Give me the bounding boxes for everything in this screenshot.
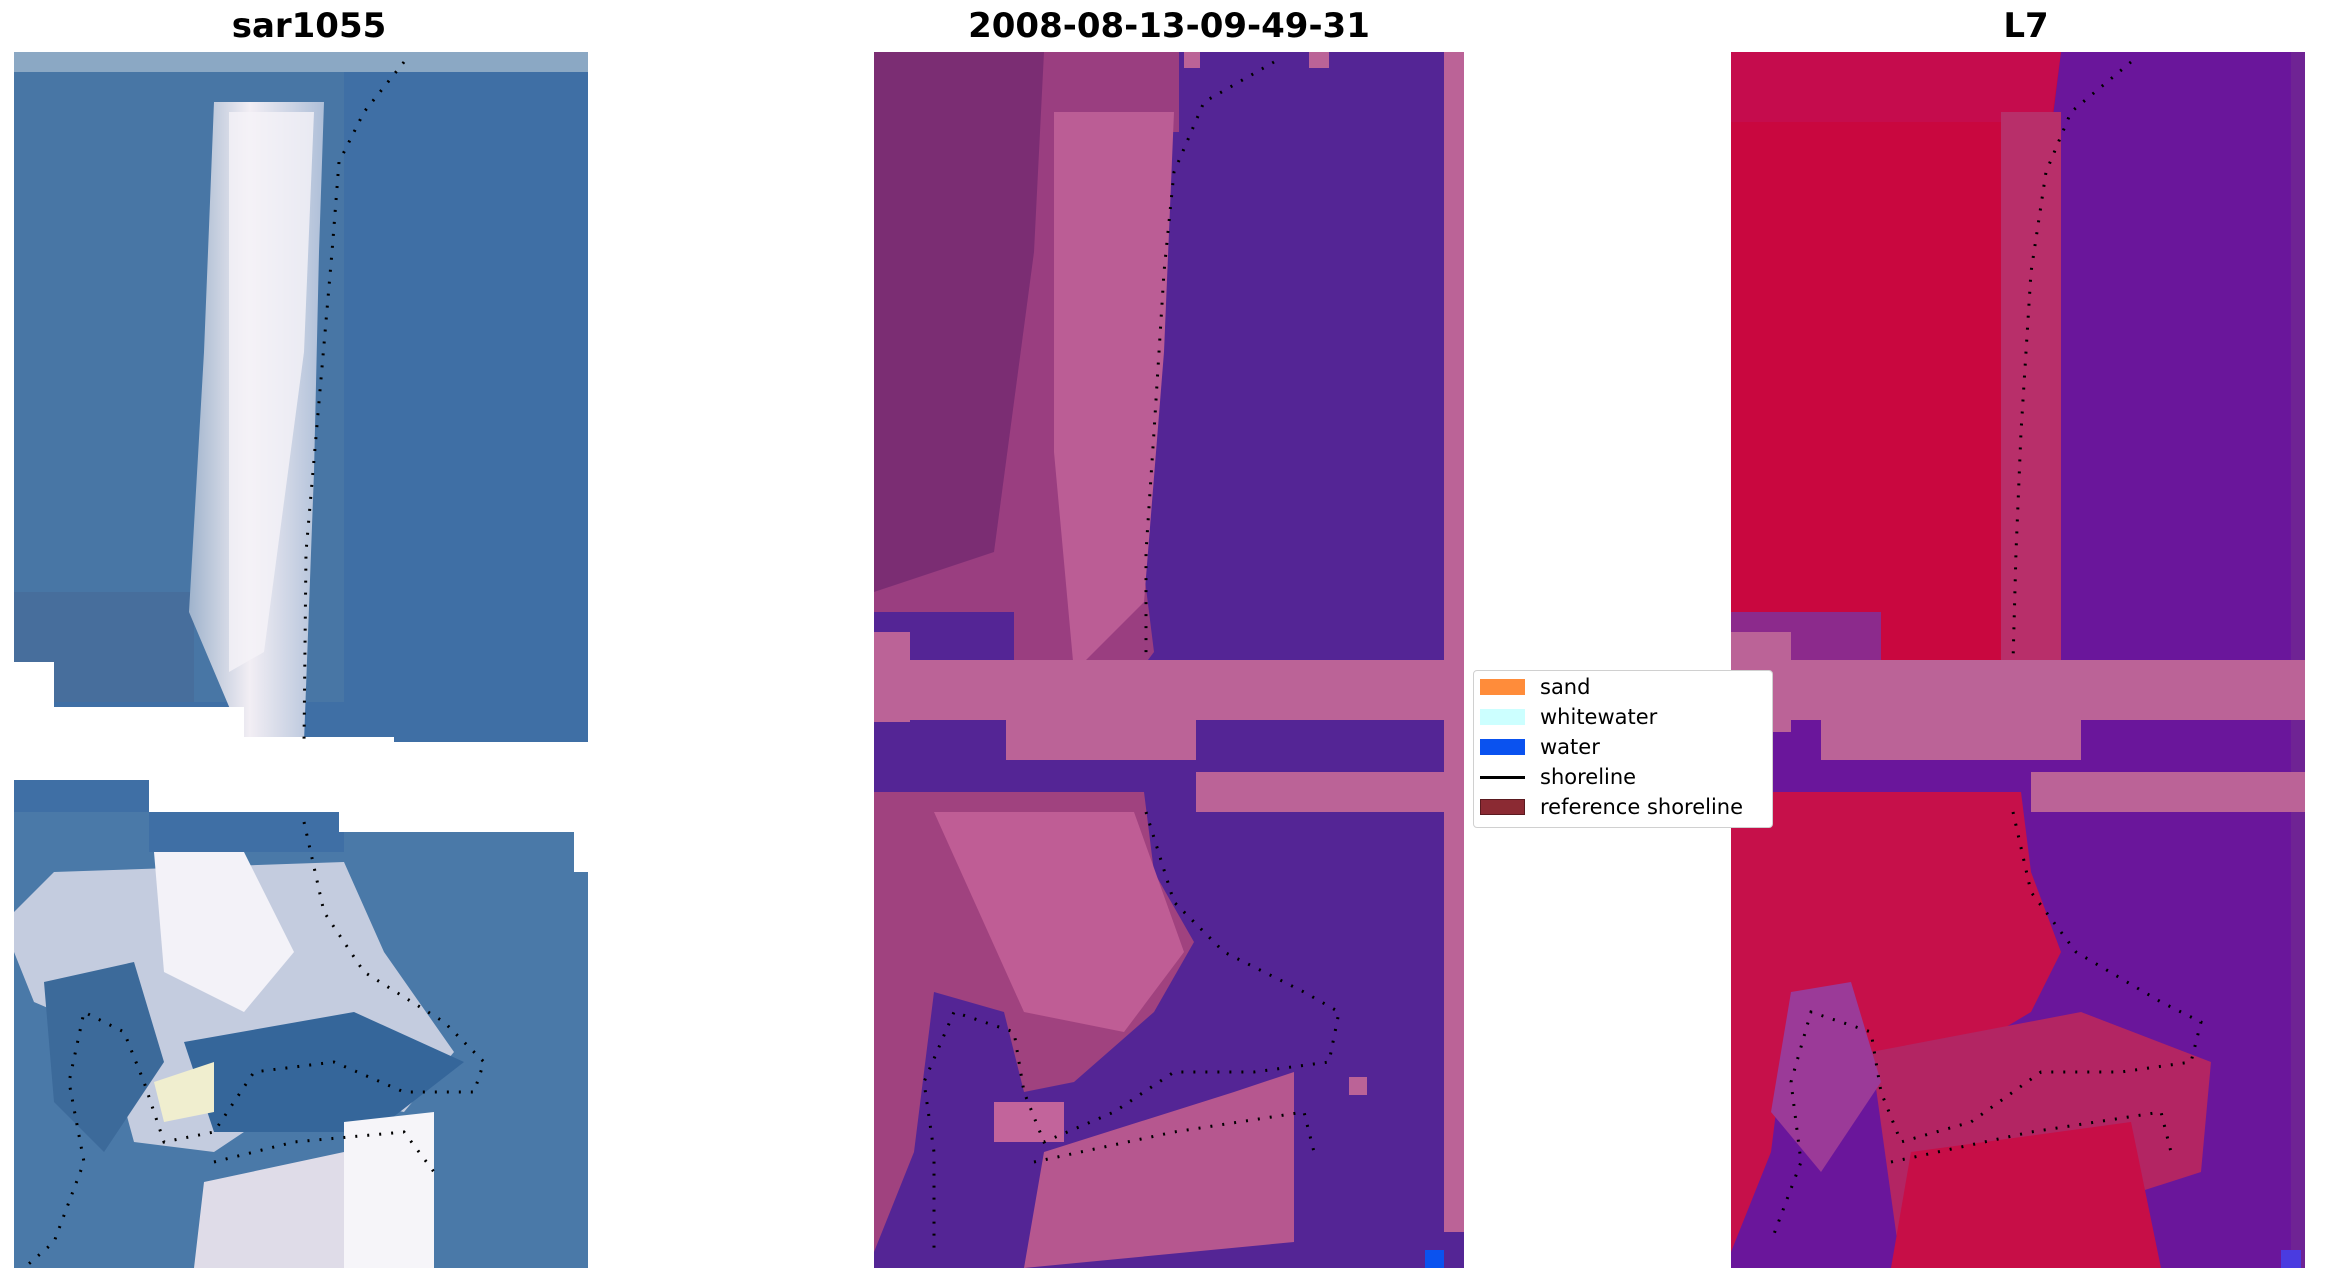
- classification-image: [874, 52, 1464, 1268]
- panel-title-rgb: sar1055: [231, 6, 387, 46]
- index-image: [1731, 52, 2305, 1268]
- legend-label: reference shoreline: [1540, 795, 1744, 819]
- legend-line-shoreline: [1480, 775, 1525, 779]
- legend-swatch-reference-shoreline: [1480, 799, 1525, 815]
- legend-item-shoreline: shoreline: [1480, 765, 1636, 789]
- legend-label: whitewater: [1540, 705, 1658, 729]
- legend-label: water: [1540, 735, 1600, 759]
- legend-swatch-sand: [1480, 679, 1525, 695]
- legend-item-water: water: [1480, 735, 1600, 759]
- legend-item-reference-shoreline: reference shoreline: [1480, 795, 1743, 819]
- rgb-image-panel: [14, 52, 588, 1268]
- rgb-image: [14, 52, 588, 1268]
- index-image-panel: [1731, 52, 2305, 1268]
- legend-swatch-water: [1480, 739, 1525, 755]
- panel-title-classification: 2008-08-13-09-49-31: [968, 6, 1370, 46]
- legend-item-whitewater: whitewater: [1480, 705, 1657, 729]
- legend-label: shoreline: [1540, 765, 1637, 789]
- legend: sand whitewater water shoreline referenc…: [1473, 670, 1773, 828]
- legend-swatch-whitewater: [1480, 709, 1525, 725]
- legend-item-sand: sand: [1480, 675, 1590, 699]
- panel-title-index: L7: [2003, 6, 2049, 46]
- classification-panel: [874, 52, 1464, 1268]
- legend-label: sand: [1540, 675, 1591, 699]
